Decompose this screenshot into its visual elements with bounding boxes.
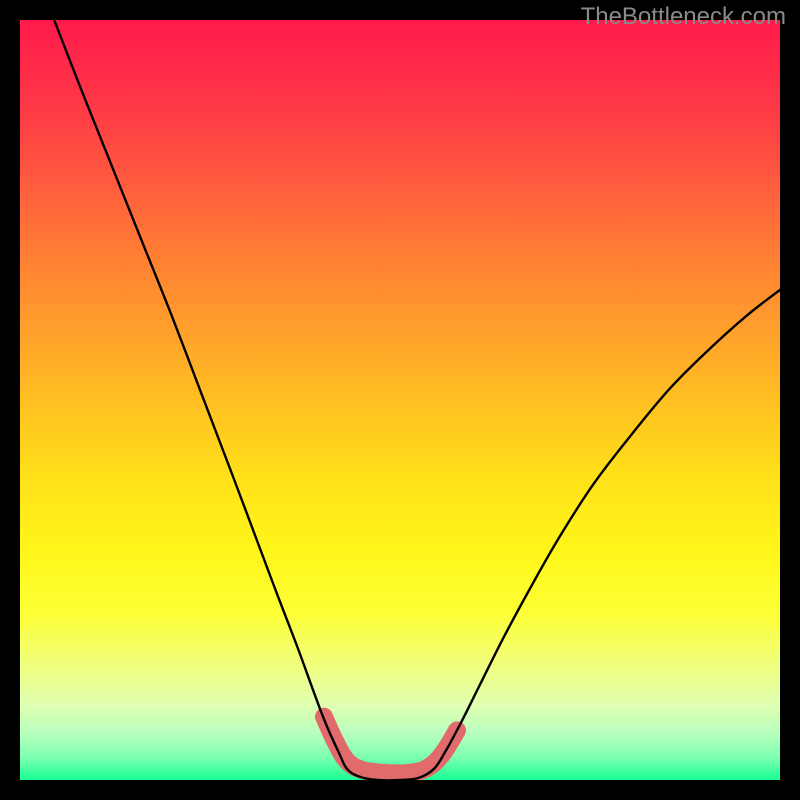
watermark-text: TheBottleneck.com	[581, 3, 786, 31]
bottleneck-curve-plot	[20, 20, 780, 780]
plot-frame	[20, 20, 780, 780]
gradient-background	[20, 20, 780, 780]
